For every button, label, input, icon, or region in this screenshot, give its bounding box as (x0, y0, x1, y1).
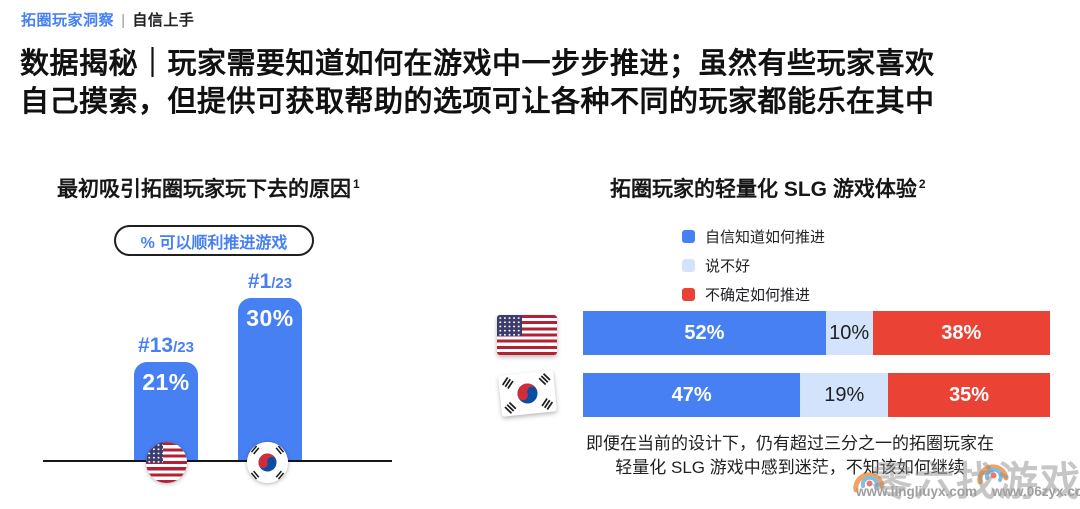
left-chart-title-text: 最初吸引拓圈玩家玩下去的原因 (57, 178, 351, 201)
segment-confident: 47% (583, 373, 801, 417)
bar-kr: 30% (238, 298, 302, 461)
legend-item-confident: 自信知道如何推进 (682, 226, 825, 247)
section-label: 自信上手 (132, 12, 195, 29)
segment-value-label: 47% (671, 383, 712, 406)
right-chart-caption: 即便在当前的设计下，仍有超过三分之一的拓圈玩家在 轻量化 SLG 游戏中感到迷茫… (500, 432, 1080, 480)
us-flag-art (146, 442, 187, 483)
page-title: 数据揭秘｜玩家需要知道如何在游戏中一步步推进；虽然有些玩家喜欢 自己摸索，但提供… (20, 45, 1075, 121)
watermark-urls: www.lingliuyx.com www.06zyx.com (856, 484, 1080, 499)
kr-flag-art (247, 442, 288, 483)
segment-value-label: 19% (824, 383, 865, 406)
page-eyebrow: 拓圈玩家洞察 | 自信上手 (21, 9, 194, 30)
metric-badge: % 可以顺利推进游戏 (114, 225, 314, 256)
segment-value-label: 35% (949, 383, 990, 406)
legend-swatch-red (682, 288, 695, 301)
segment-unsure: 19% (800, 373, 889, 417)
watermark-url-2: www.06zyx.com (992, 484, 1080, 499)
kr-flag-icon (498, 370, 557, 417)
segment-unsure: 10% (825, 311, 873, 355)
metric-badge-label: % 可以顺利推进游戏 (140, 234, 288, 252)
rank-value: #13 (138, 334, 174, 357)
segment-confident: 52% (583, 311, 826, 355)
stacked-bar-kr: 47% 19% 35% (583, 373, 1050, 417)
left-chart-footnote: 1 (353, 177, 360, 191)
segment-uncertain: 38% (872, 311, 1050, 355)
caption-line1: 即便在当前的设计下，仍有超过三分之一的拓圈玩家在 (586, 434, 994, 453)
segment-value-label: 10% (829, 321, 870, 344)
watermark-brand-text: 零六找游戏 (872, 460, 1080, 504)
rank-label-kr: #1/23 (208, 270, 332, 294)
rank-denominator: /23 (271, 275, 293, 292)
us-flag-art (497, 315, 557, 355)
legend-item-uncertain: 不确定如何推进 (682, 284, 825, 305)
legend-item-unsure: 说不好 (682, 255, 825, 276)
legend-label: 说不好 (705, 258, 751, 275)
right-chart-title: 拓圈玩家的轻量化 SLG 游戏体验 2 (610, 173, 926, 203)
chart-legend: 自信知道如何推进 说不好 不确定如何推进 (682, 226, 825, 305)
page-title-line2: 自己摸索，但提供可获取帮助的选项可让各种不同的玩家都能乐在其中 (20, 86, 935, 118)
left-chart-title: 最初吸引拓圈玩家玩下去的原因 1 (57, 173, 360, 203)
watermark-logo-icon (853, 472, 885, 493)
right-chart-footnote: 2 (918, 177, 926, 191)
rank-value: #1 (247, 270, 272, 293)
page-title-line1: 数据揭秘｜玩家需要知道如何在游戏中一步步推进；虽然有些玩家喜欢 (20, 48, 935, 80)
legend-label: 不确定如何推进 (705, 287, 811, 304)
caption-line2: 轻量化 SLG 游戏中感到迷茫，不知该如何继续 (615, 458, 965, 477)
legend-swatch-lightblue (682, 259, 695, 272)
brand-label: 拓圈玩家洞察 (21, 12, 115, 29)
x-axis-line (43, 460, 392, 462)
stacked-bar-us: 52% 10% 38% (583, 311, 1050, 355)
bar-value-label: 21% (142, 369, 190, 395)
right-chart-title-text: 拓圈玩家的轻量化 SLG 游戏体验 (610, 178, 917, 201)
us-flag-icon (146, 442, 187, 483)
kr-flag-art (498, 370, 557, 417)
segment-uncertain: 35% (888, 373, 1050, 417)
us-flag-icon (497, 315, 557, 355)
watermark-logo-icon (977, 464, 1009, 485)
watermark-url-1: www.lingliuyx.com (856, 484, 978, 499)
segment-value-label: 52% (684, 321, 725, 344)
rank-label-us: #13/23 (104, 334, 228, 358)
segment-value-label: 38% (941, 321, 982, 344)
eyebrow-divider: | (122, 12, 125, 29)
legend-swatch-blue (682, 230, 695, 243)
bar-value-label: 30% (246, 305, 294, 331)
kr-flag-icon (247, 442, 288, 483)
legend-label: 自信知道如何推进 (705, 229, 826, 246)
rank-denominator: /23 (173, 339, 194, 356)
